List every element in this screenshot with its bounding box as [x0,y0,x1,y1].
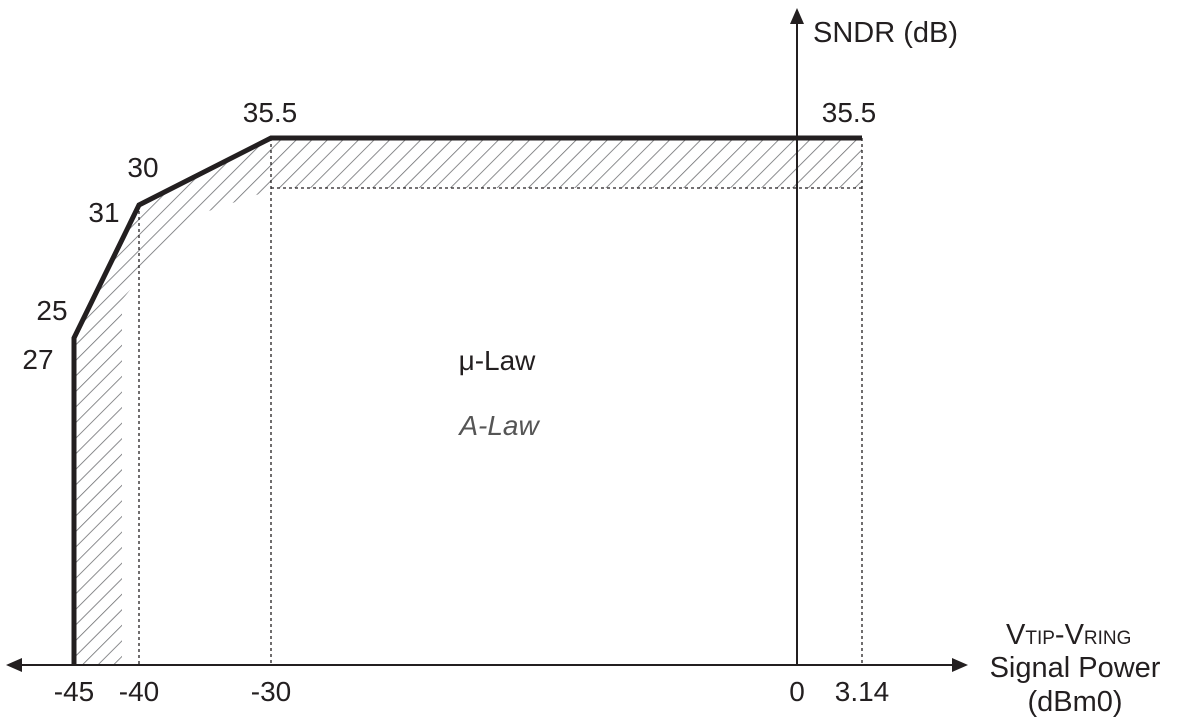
value-label-35-5-left: 35.5 [243,97,298,128]
x-tick-labels: -45 -40 -30 0 3.14 [54,676,889,707]
y-axis-arrow [790,8,804,24]
x-axis-right-arrow [952,658,968,672]
y-axis [790,8,804,665]
x-axis-unit-label: (dBm0) [1027,686,1122,718]
x-tick-label: -40 [119,676,159,707]
value-label-27: 27 [22,344,53,375]
x-axis-left-arrow [6,658,22,672]
x-tick-label: -45 [54,676,94,707]
tolerance-region [74,138,862,665]
x-tick-label: -30 [251,676,291,707]
x-axis-label: Signal Power [990,652,1161,684]
x-axis-label-voltage: VTIP-VRING [1006,619,1131,651]
series-line-mu-law [71,135,862,665]
value-label-31: 31 [88,197,119,228]
value-label-35-5-right: 35.5 [822,97,877,128]
x-axis [6,658,968,672]
guide-lines [138,138,863,665]
x-tick-label: 3.14 [835,676,890,707]
legend-a-law: A-Law [457,410,540,441]
legend-mu-law: μ-Law [459,345,537,376]
x-tick-label: 0 [789,676,805,707]
value-label-30: 30 [127,152,158,183]
value-label-25: 25 [36,295,67,326]
y-axis-label: SNDR (dB) [813,17,958,49]
